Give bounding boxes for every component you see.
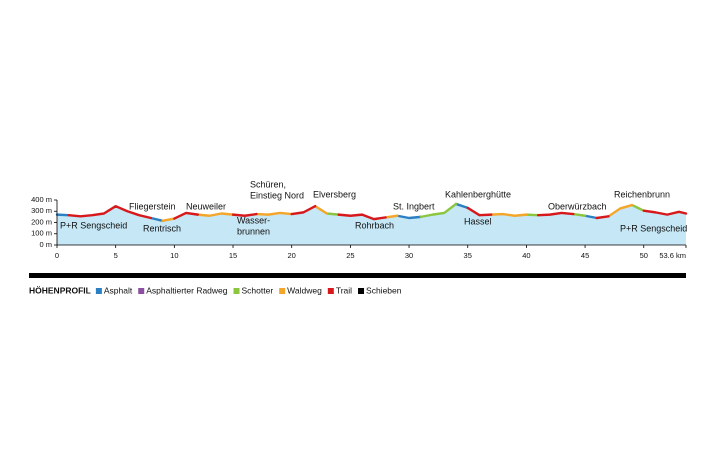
place-label: Wasser- [237,215,270,225]
legend-label: Asphaltierter Radweg [146,285,228,295]
divider-bar [29,273,686,278]
surface-line [161,203,634,223]
x-tick-label: 15 [229,251,237,260]
surface-line [67,204,688,221]
legend-swatch [95,288,102,294]
x-tick-label: 25 [346,251,354,260]
y-tick-label: 100 m [31,229,52,238]
legend-label: Waldweg [287,285,322,295]
place-label: brunnen [237,226,270,236]
legend-label: Schotter [242,285,274,295]
legend-swatch [233,288,240,294]
x-tick-label: 5 [114,251,118,260]
place-label: Rentrisch [143,223,181,233]
place-label: Einstieg Nord [250,190,304,200]
legend-label: Schieben [366,285,402,295]
place-label: Fliegerstein [129,201,176,211]
y-tick-label: 0 m [39,240,52,249]
y-tick-label: 400 m [31,195,52,204]
x-tick-label: 0 [55,251,59,260]
legend-label: Trail [336,285,352,295]
place-label: Reichenbrunn [614,189,670,199]
place-label: P+R Sengscheid [620,223,687,233]
place-label: Neuweiler [186,201,226,211]
legend-swatch [279,288,286,294]
surface-line [55,202,599,223]
x-tick-label: 40 [522,251,530,260]
x-tick-label: 10 [170,251,178,260]
place-label: Schüren, [250,179,286,189]
place-label: P+R Sengscheid [60,220,127,230]
place-label: Rohrbach [355,220,394,230]
x-tick-label: 53.6 km [659,251,686,260]
place-label: Elversberg [313,189,356,199]
y-tick-label: 200 m [31,217,52,226]
x-tick-label: 35 [464,251,472,260]
place-label: St. Ingbert [393,201,435,211]
x-tick-label: 30 [405,251,413,260]
legend-title: HÖHENPROFIL [29,285,91,295]
legend-swatch [138,288,145,294]
x-tick-label: 20 [288,251,296,260]
place-label: Hassel [464,216,492,226]
place-label: Oberwürzbach [548,201,607,211]
place-label: Kahlenberghütte [445,189,511,199]
elevation-area [57,203,686,245]
x-tick-label: 50 [640,251,648,260]
x-tick-label: 45 [581,251,589,260]
y-tick-label: 300 m [31,206,52,215]
surface-line [325,202,645,219]
legend-swatch [327,288,334,294]
legend-label: Asphalt [104,285,133,295]
legend-swatch [358,288,365,294]
